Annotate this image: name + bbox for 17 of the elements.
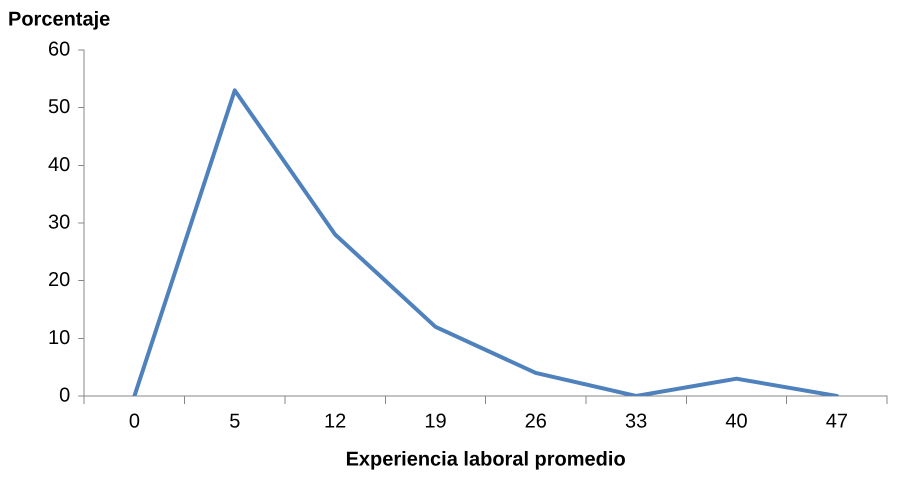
x-tick-label: 0 xyxy=(128,410,140,433)
x-tick-label: 5 xyxy=(229,410,240,433)
y-axis-title: Porcentaje xyxy=(8,8,110,31)
y-tick-label: 30 xyxy=(48,212,70,234)
x-tick-label: 26 xyxy=(524,410,547,433)
y-tick-label: 60 xyxy=(48,38,70,61)
x-tick-label: 12 xyxy=(324,410,346,433)
x-tick-label: 19 xyxy=(424,410,447,433)
x-tick-label: 47 xyxy=(826,410,848,433)
x-axis-title: Experiencia laboral promedio xyxy=(346,448,626,471)
y-tick-label: 50 xyxy=(48,96,70,118)
y-tick-label: 10 xyxy=(48,326,70,349)
x-tick-label: 33 xyxy=(625,410,648,433)
y-tick-label: 0 xyxy=(59,384,70,407)
y-tick-label: 20 xyxy=(48,269,70,292)
y-tick-label: 40 xyxy=(48,154,70,176)
x-tick-label: 40 xyxy=(725,410,748,433)
